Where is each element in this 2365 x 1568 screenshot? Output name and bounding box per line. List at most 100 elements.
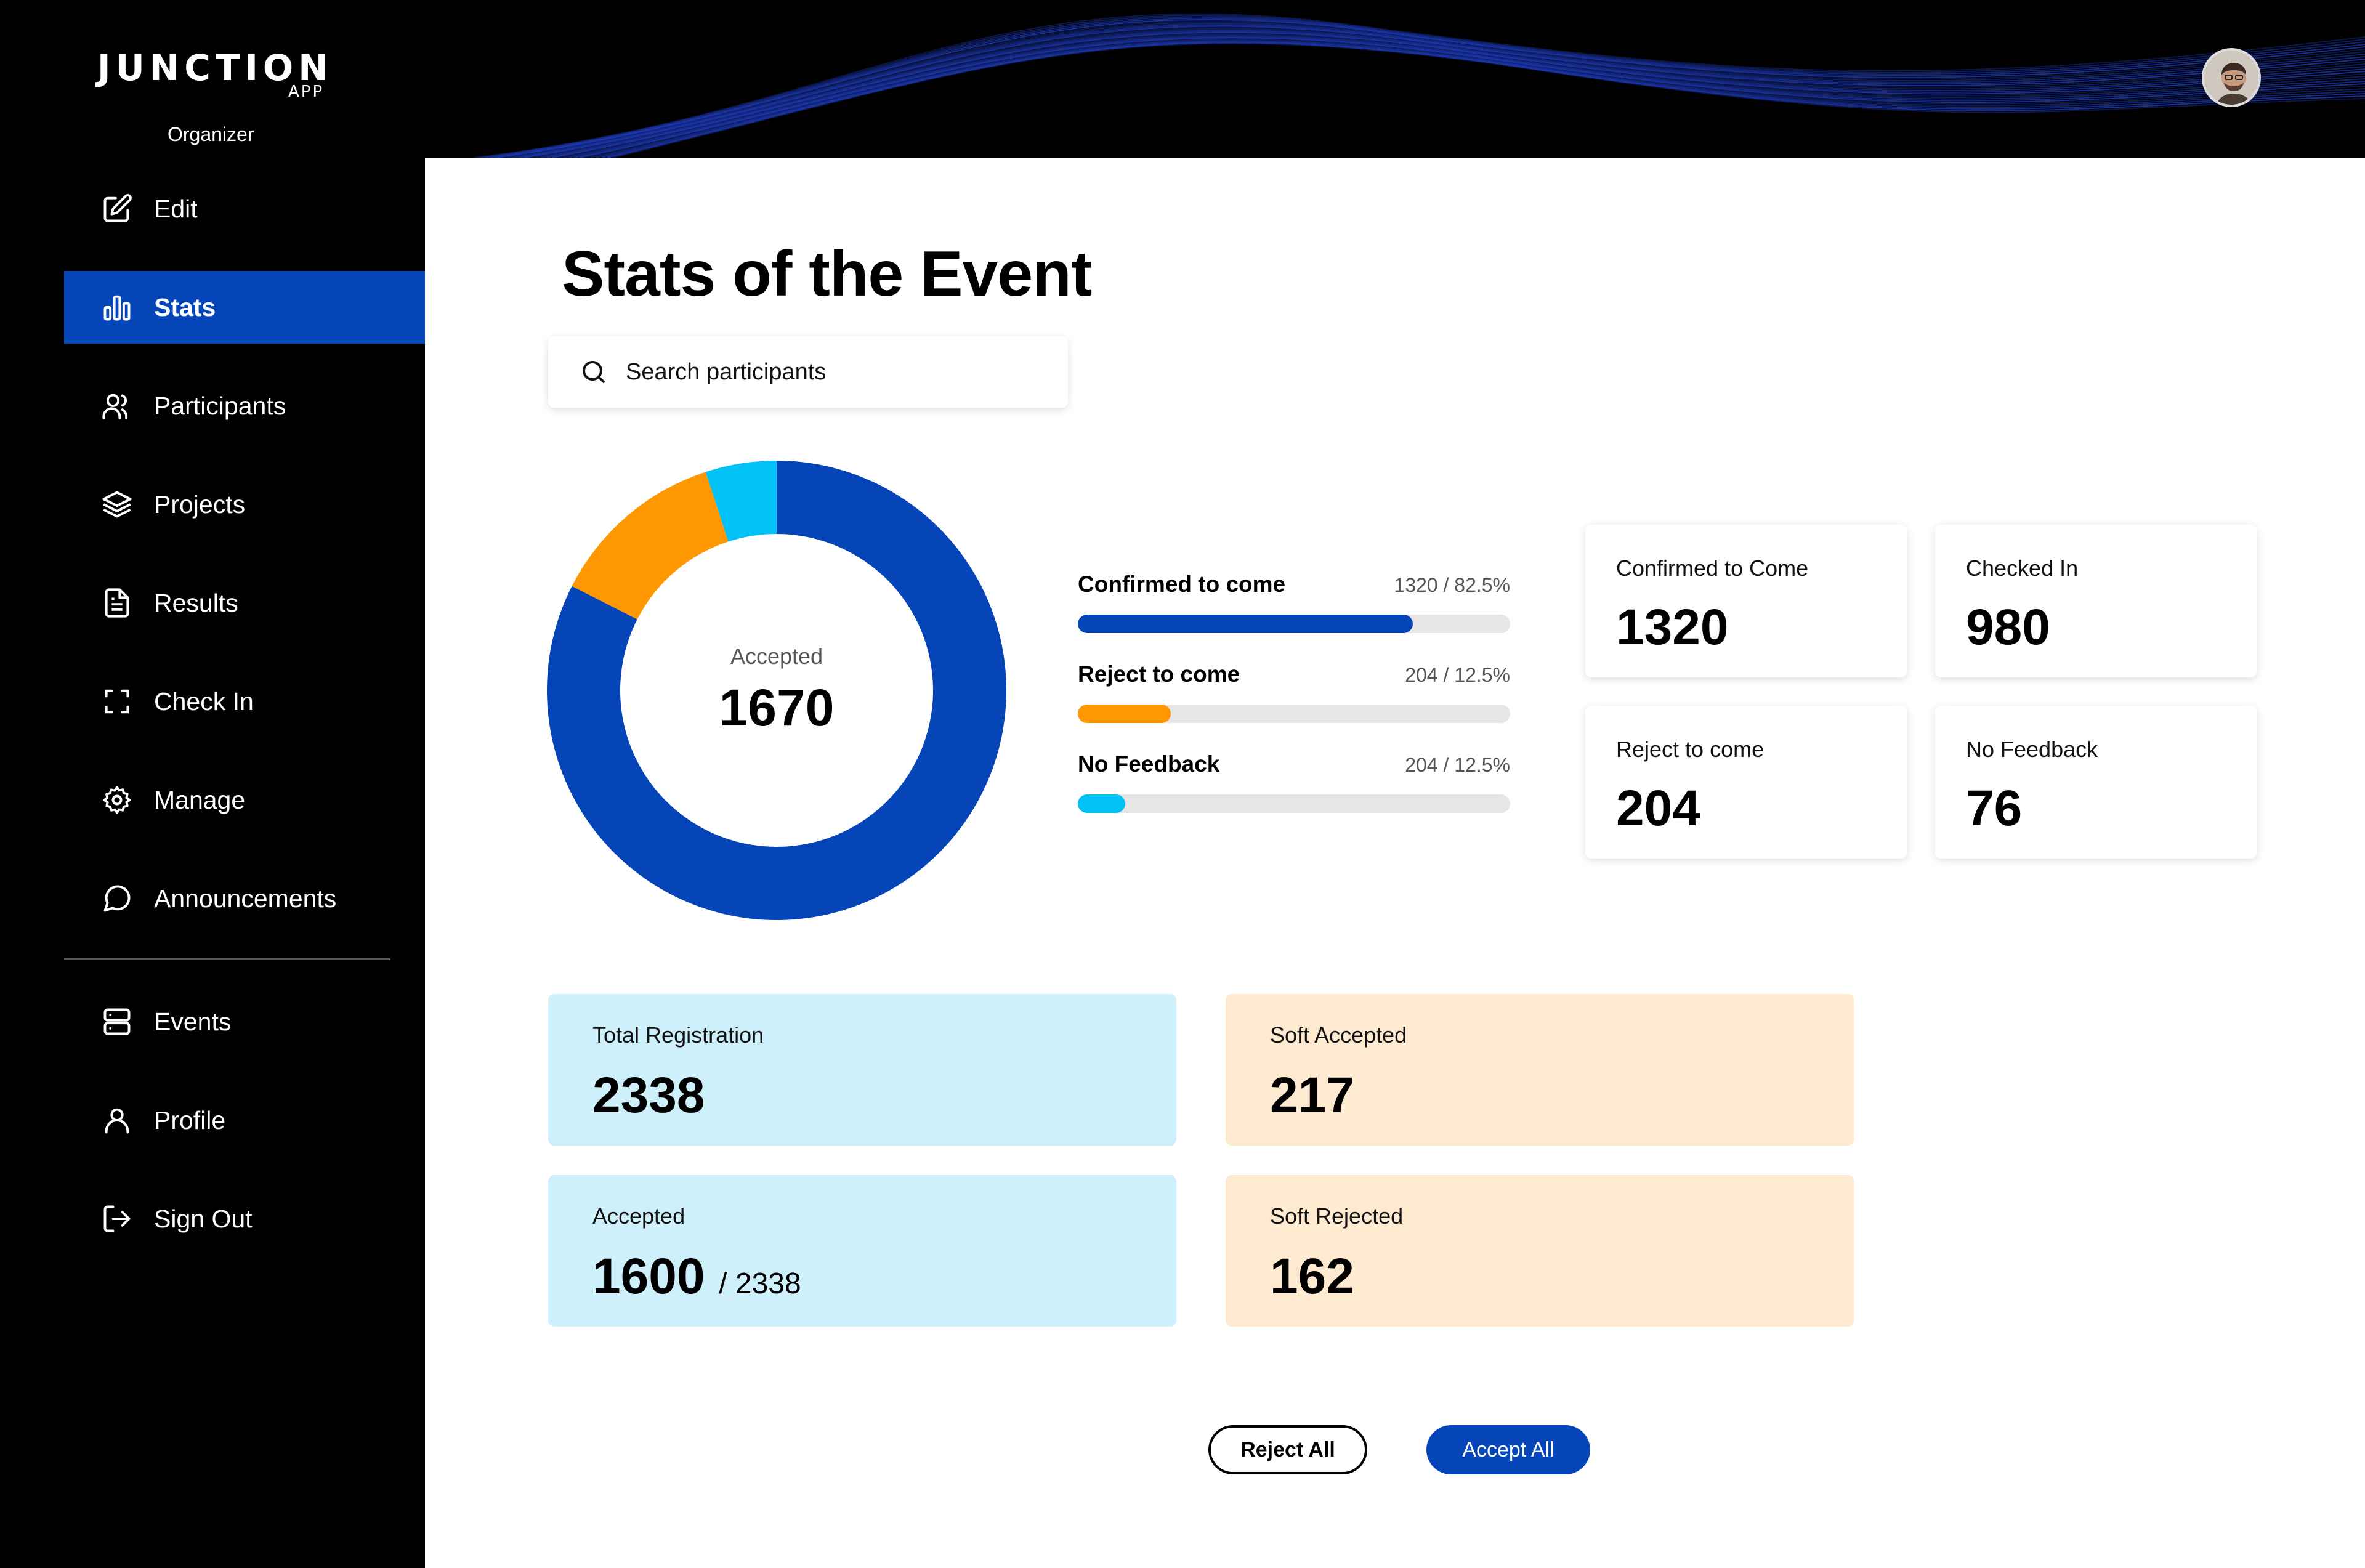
wave-line: [490, 17, 2365, 158]
card-value-total: / 2338: [719, 1267, 801, 1300]
stat-card-label: No Feedback: [1966, 737, 2098, 762]
sidebar-item-projects[interactable]: Projects: [64, 468, 425, 541]
avatar[interactable]: [2202, 48, 2261, 107]
sidebar-item-label: Events: [154, 1007, 232, 1036]
sidebar-item-results[interactable]: Results: [64, 567, 425, 639]
stat-card-value: 980: [1966, 599, 2050, 655]
card-value: 2338: [592, 1067, 705, 1123]
stat-card-value: 204: [1616, 780, 1700, 836]
wave-line: [568, 35, 2365, 158]
accept-all-button[interactable]: Accept All: [1426, 1425, 1590, 1474]
sidebar-item-events[interactable]: Events: [64, 985, 425, 1058]
progress-stat: 1320 / 82.5%: [1394, 574, 1510, 596]
donut-value: 1670: [719, 678, 835, 737]
wave-line: [590, 39, 2365, 158]
card-value: 162: [1270, 1248, 1354, 1304]
search-box[interactable]: [548, 336, 1068, 408]
logo-wordmark: JUNCTION: [97, 47, 333, 89]
wave-line: [485, 16, 2365, 158]
main-panel: Stats of the Event Accepted 1670 Confirm…: [425, 158, 2365, 1568]
search-input[interactable]: [626, 358, 1020, 386]
stat-card-label: Checked In: [1966, 556, 2079, 581]
soft-accepted-card: Soft Accepted 217: [1226, 994, 1854, 1146]
sidebar-item-label: Results: [154, 588, 238, 617]
wave-line: [524, 25, 2365, 158]
sidebar-item-label: Manage: [154, 785, 246, 814]
progress-track: [1078, 794, 1510, 813]
app-logo[interactable]: JUNCTION APP: [97, 47, 333, 101]
card-label: Accepted: [592, 1203, 685, 1229]
progress-fill: [1078, 794, 1126, 813]
card-label: Soft Rejected: [1270, 1203, 1404, 1229]
stat-card-label: Confirmed to Come: [1616, 556, 1809, 581]
donut-segment-0: [547, 461, 1006, 920]
card-value-wrapper: 1600 / 2338: [592, 1248, 801, 1306]
progress-stat: 204 / 12.5%: [1405, 664, 1510, 686]
sidebar-item-announcements[interactable]: Announcements: [64, 862, 425, 935]
scan-icon: [99, 683, 135, 720]
accepted-card: Accepted 1600 / 2338: [548, 1175, 1176, 1327]
wave-line: [551, 31, 2365, 158]
server-icon: [99, 1003, 135, 1040]
sidebar-item-label: Announcements: [154, 884, 337, 913]
wave-line: [562, 34, 2365, 158]
sign-out-icon: [99, 1200, 135, 1237]
sidebar-item-check-in[interactable]: Check In: [64, 665, 425, 738]
sidebar-item-manage[interactable]: Manage: [64, 764, 425, 836]
chat-icon: [99, 880, 135, 917]
donut-center: Accepted 1670: [547, 461, 1006, 920]
progress-track: [1078, 705, 1510, 723]
wave-line: [518, 24, 2365, 158]
wave-line: [612, 42, 2365, 158]
stat-card-value: 1320: [1616, 599, 1729, 655]
wave-line: [529, 26, 2365, 158]
sidebar: JUNCTION APP Organizer Edit Stats Partic…: [0, 0, 425, 1568]
gear-icon: [99, 782, 135, 818]
sidebar-item-edit[interactable]: Edit: [64, 172, 425, 245]
sidebar-item-label: Participants: [154, 391, 286, 420]
wave-line: [596, 40, 2365, 158]
card-value: 217: [1270, 1067, 1354, 1123]
progress-confirmed: Confirmed to come 1320 / 82.5%: [1078, 572, 1510, 633]
stat-card-reject: Reject to come 204: [1585, 706, 1907, 859]
progress-stat: 204 / 12.5%: [1405, 754, 1510, 776]
sidebar-item-label: Profile: [154, 1105, 226, 1134]
stat-card-confirmed: Confirmed to Come 1320: [1585, 525, 1907, 677]
wave-line: [557, 33, 2365, 158]
wave-line: [601, 41, 2365, 158]
reject-all-button[interactable]: Reject All: [1208, 1425, 1367, 1474]
accepted-donut-chart: [547, 461, 1006, 920]
sidebar-item-participants[interactable]: Participants: [64, 370, 425, 442]
wave-line: [579, 37, 2365, 158]
progress-reject: Reject to come 204 / 12.5%: [1078, 661, 1510, 723]
card-label: Soft Accepted: [1270, 1022, 1407, 1048]
progress-fill: [1078, 615, 1413, 633]
wave-line: [501, 20, 2365, 158]
progress-label: Confirmed to come: [1078, 572, 1286, 597]
progress-label: Reject to come: [1078, 661, 1240, 687]
sidebar-item-stats[interactable]: Stats: [64, 271, 425, 344]
wave-line: [507, 22, 2365, 158]
stat-card-checked-in: Checked In 980: [1935, 525, 2257, 677]
wave-line: [607, 42, 2365, 158]
search-icon: [583, 361, 605, 383]
donut-segment-2: [705, 461, 777, 542]
sidebar-item-label: Sign Out: [154, 1204, 253, 1233]
wave-line: [540, 29, 2365, 158]
logo-subtitle: APP: [288, 83, 325, 101]
wave-line: [584, 38, 2365, 158]
donut-label: Accepted: [730, 643, 823, 669]
progress-label: No Feedback: [1078, 751, 1220, 777]
sidebar-item-sign-out[interactable]: Sign Out: [64, 1182, 425, 1255]
avatar-image: [2204, 51, 2258, 105]
wave-line: [512, 23, 2365, 158]
sidebar-item-profile[interactable]: Profile: [64, 1084, 425, 1157]
progress-fill: [1078, 705, 1171, 723]
user-icon: [99, 1102, 135, 1139]
document-icon: [99, 584, 135, 621]
stat-card-value: 76: [1966, 780, 2023, 836]
bar-chart-icon: [99, 289, 135, 326]
progress-track: [1078, 615, 1510, 633]
sidebar-divider: [64, 958, 390, 960]
stat-card-label: Reject to come: [1616, 737, 1765, 762]
